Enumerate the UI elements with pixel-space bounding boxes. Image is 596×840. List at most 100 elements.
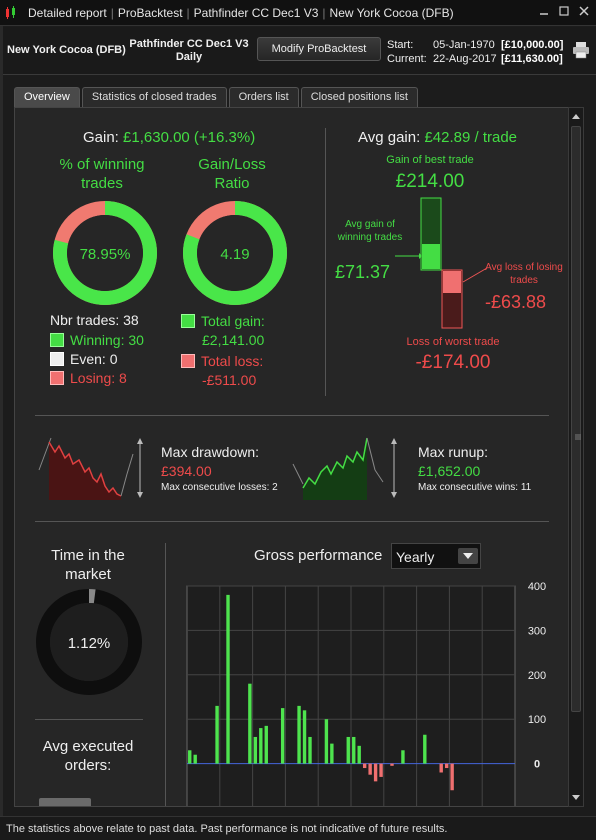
chart-bar-positive	[188, 750, 192, 764]
avg-gain-label: Avg gain:	[358, 129, 421, 146]
maximize-icon[interactable]	[558, 5, 570, 17]
chevron-down-icon	[463, 553, 473, 559]
ratio-donut-gain-arc	[183, 201, 287, 305]
max-drawdown-label: Max drawdown:	[161, 444, 260, 460]
total-gain-value: £2,141.00	[202, 332, 265, 348]
chart-bar-positive	[401, 750, 405, 764]
period-select-value: Yearly	[396, 549, 435, 565]
winning-pct-label: % of winning trades	[59, 156, 145, 192]
grip-icon	[575, 434, 581, 440]
strategy-timeframe: Daily	[175, 51, 203, 63]
time-donut-center	[50, 603, 128, 681]
gain-summary: Gain: £1,630.00 (+16.3%)	[83, 129, 255, 146]
even-count: Even: 0	[70, 351, 118, 367]
chart-bar-positive	[253, 736, 258, 764]
gain-loss-ratio-donut: 4.19	[183, 201, 287, 305]
scroll-down-icon[interactable]	[570, 791, 582, 803]
report-tabs: Overview Statistics of closed trades Ord…	[14, 87, 418, 107]
separator	[35, 415, 549, 416]
modify-probacktest-button[interactable]: Modify ProBacktest	[257, 37, 381, 61]
ratio-donut-center	[197, 215, 273, 291]
chart-bar-negative	[368, 763, 372, 775]
date-range: Start: 05-Jan-1970 [£10,000.00] Current: 22…	[387, 38, 563, 66]
chart-bar-positive	[280, 708, 285, 764]
section-divider	[165, 543, 166, 806]
strategy-name: Pathfinder CC Dec1 V3	[129, 38, 249, 50]
current-capital: [£11,630.00]	[501, 53, 563, 65]
y-tick-label: 400	[528, 582, 546, 593]
chart-bar-positive	[308, 736, 312, 764]
winning-swatch	[50, 333, 64, 347]
chart-bar-positive	[423, 734, 427, 764]
chart-bar-negative	[379, 763, 383, 777]
period-select-button[interactable]	[458, 548, 478, 564]
separator	[35, 521, 549, 522]
total-loss-label: Total loss:	[201, 353, 264, 369]
time-in-market-value: 1.12%	[68, 635, 111, 652]
drawdown-line-after-2	[126, 453, 134, 475]
breadcrumb-detailed-report[interactable]: Detailed report	[28, 5, 107, 20]
print-icon[interactable]	[572, 41, 590, 59]
close-icon[interactable]	[578, 5, 590, 17]
start-capital: [£10,000.00]	[501, 39, 564, 51]
avg-loss-pointer	[462, 267, 488, 283]
tab-statistics-closed-trades[interactable]: Statistics of closed trades	[81, 87, 227, 107]
breadcrumb-probacktest[interactable]: ProBacktest	[117, 5, 183, 20]
runup-area	[303, 438, 367, 500]
app-candlestick-icon	[6, 5, 15, 19]
start-label: Start:	[387, 39, 414, 51]
separator	[35, 719, 143, 720]
total-gain-label: Total gain:	[201, 313, 265, 329]
minimize-icon[interactable]	[538, 5, 550, 17]
tab-closed-positions-list[interactable]: Closed positions list	[300, 87, 418, 107]
tab-overview[interactable]: Overview	[14, 87, 80, 107]
overview-panel: Gain: £1,630.00 (+16.3%) % of winning tr…	[14, 107, 570, 807]
instrument-name: New York Cocoa (DFB)	[7, 44, 126, 56]
scroll-up-icon[interactable]	[570, 111, 582, 123]
chart-bar-positive	[215, 705, 219, 764]
arrow-down-icon	[137, 492, 143, 498]
chart-bar-negative	[373, 763, 378, 782]
winning-pct-donut: 78.95%	[53, 201, 157, 305]
breadcrumb-instrument[interactable]: New York Cocoa (DFB)	[329, 5, 454, 20]
avg-orders-indicator	[39, 798, 91, 806]
chart-bar-negative	[450, 763, 454, 791]
gain-loss-ratio-label: Gain/Loss Ratio	[198, 156, 266, 192]
breadcrumb-strategy[interactable]: Pathfinder CC Dec1 V3	[193, 5, 319, 20]
arrow-down-icon	[391, 492, 397, 498]
breadcrumb-separator: |	[186, 5, 190, 20]
time-in-market-label: Time in the market	[51, 547, 125, 583]
winning-donut-center	[67, 215, 143, 291]
runup-line-after-2	[374, 469, 384, 483]
chart-bar-positive	[330, 743, 334, 764]
gain-label: Gain:	[83, 129, 119, 146]
winning-pct-value: 78.95%	[80, 246, 131, 263]
drawdown-sparkline	[38, 437, 143, 500]
total-gain-swatch	[181, 314, 195, 328]
breadcrumb-separator: |	[322, 5, 326, 20]
gain-loss-ratio-value: 4.19	[220, 246, 249, 263]
gross-performance-chart: 400 300 200 100 0	[186, 582, 546, 806]
avg-trade-bar-visual	[395, 197, 488, 329]
gross-performance-label: Gross performance	[254, 547, 383, 564]
total-loss-value: -£511.00	[202, 372, 257, 388]
chart-bar-positive	[297, 705, 301, 764]
chart-bar-positive	[324, 719, 329, 764]
window-titlebar: Detailed report | ProBacktest | Pathfind…	[0, 0, 596, 26]
worst-trade-value: -£174.00	[415, 352, 491, 373]
scroll-thumb[interactable]	[571, 126, 581, 712]
chart-bar-positive	[226, 594, 230, 764]
chart-bar-positive	[302, 710, 307, 764]
runup-line-after	[366, 437, 376, 471]
drawdown-line	[48, 441, 122, 497]
y-tick-label: 0	[534, 759, 540, 771]
strategy-info: Pathfinder CC Dec1 V3 Daily	[127, 38, 251, 64]
nbr-trades: Nbr trades: 38	[50, 312, 139, 328]
disclaimer-footer: The statistics above relate to past data…	[0, 816, 596, 840]
runup-line	[302, 437, 368, 489]
window-left-edge	[0, 26, 3, 816]
vertical-scrollbar[interactable]	[568, 107, 584, 807]
tab-orders-list[interactable]: Orders list	[228, 87, 299, 107]
avg-losing-label: Avg loss of losing trades	[485, 262, 563, 286]
period-select[interactable]: Yearly	[391, 543, 481, 569]
